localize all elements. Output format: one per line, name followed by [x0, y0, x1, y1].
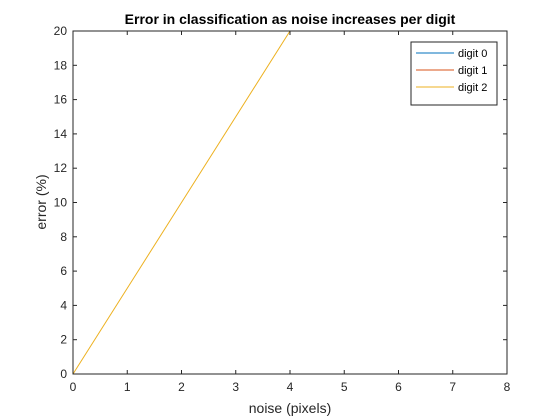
y-tick-label: 8: [60, 230, 67, 244]
y-axis-ticks: 0 2 4 6 8 10 12 14 16 18 20: [54, 24, 507, 381]
legend-label: digit 2: [458, 82, 487, 94]
y-tick-label: 18: [54, 58, 68, 72]
x-tick-label: 5: [341, 380, 348, 394]
y-tick-label: 10: [54, 196, 68, 210]
y-axis-label: error (%): [33, 174, 49, 229]
y-tick-label: 4: [60, 298, 67, 312]
legend-label: digit 1: [458, 65, 487, 77]
x-tick-label: 3: [232, 380, 239, 394]
x-axis-label: noise (pixels): [249, 400, 331, 416]
y-tick-label: 0: [60, 367, 67, 381]
y-tick-label: 14: [54, 127, 68, 141]
x-tick-label: 4: [287, 380, 294, 394]
legend-label: digit 0: [458, 48, 487, 60]
y-tick-label: 2: [60, 333, 67, 347]
x-axis-ticks: 0 1 2 3 4 5 6 7 8: [70, 31, 511, 394]
y-tick-label: 16: [54, 93, 68, 107]
x-tick-label: 2: [178, 380, 185, 394]
chart-title: Error in classification as noise increas…: [125, 11, 456, 27]
x-tick-label: 8: [504, 380, 511, 394]
x-tick-label: 7: [449, 380, 456, 394]
x-tick-label: 6: [395, 380, 402, 394]
y-tick-label: 6: [60, 264, 67, 278]
y-tick-label: 20: [54, 24, 68, 38]
y-tick-label: 12: [54, 161, 68, 175]
x-tick-label: 0: [70, 380, 77, 394]
x-tick-label: 1: [124, 380, 131, 394]
legend: digit 0 digit 1 digit 2: [410, 41, 498, 106]
